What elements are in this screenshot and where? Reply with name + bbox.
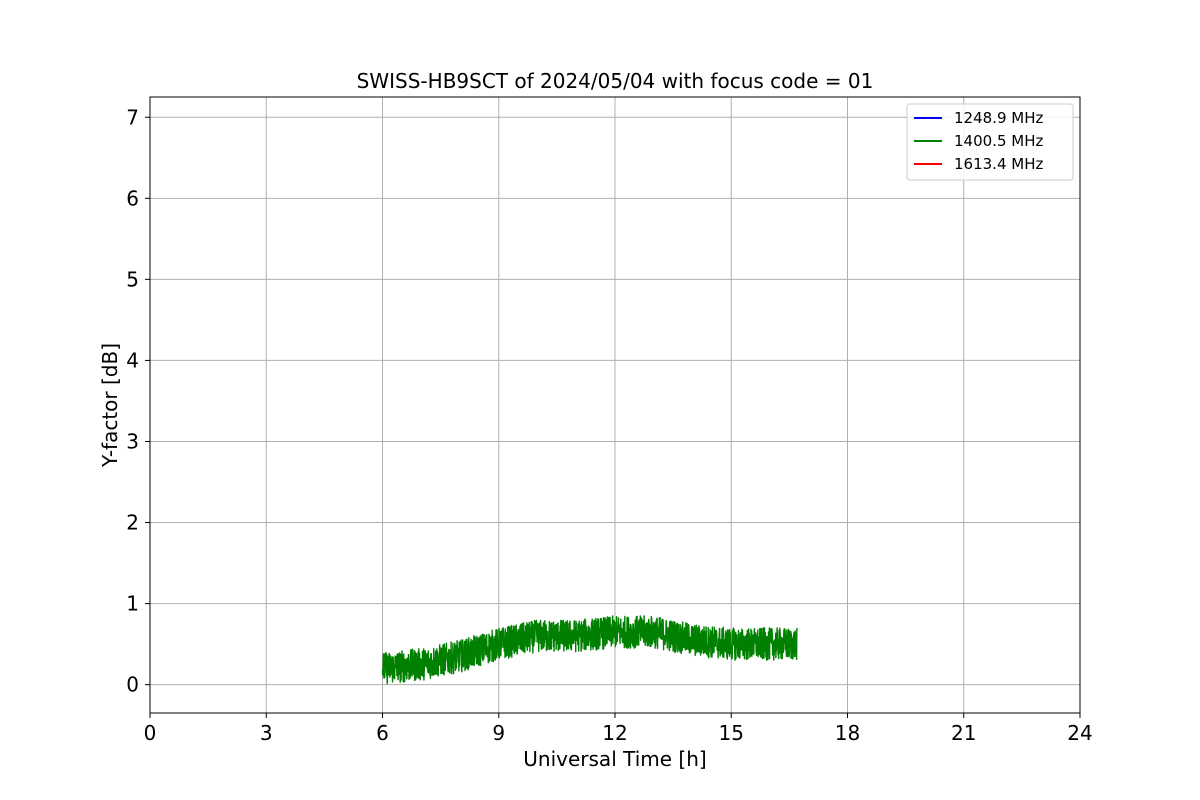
y-axis-ticks: 0 1 2 3 4 5 6 7	[126, 105, 150, 697]
chart-title: SWISS-HB9SCT of 2024/05/04 with focus co…	[357, 69, 874, 93]
legend-box	[906, 103, 1074, 181]
x-tick-label: 21	[951, 721, 976, 745]
x-tick-label: 18	[835, 721, 860, 745]
x-tick-label: 3	[260, 721, 273, 745]
y-tick-label: 1	[126, 592, 139, 616]
series-line	[381, 615, 798, 685]
x-tick-label: 24	[1067, 721, 1092, 745]
legend: 1248.9 MHz 1400.5 MHz 1613.4 MHz	[906, 103, 1074, 181]
y-tick-label: 5	[126, 267, 139, 291]
y-tick-label: 3	[126, 429, 139, 453]
x-axis-ticks: 0 3 6 9 12 15 18 21 24	[144, 713, 1093, 745]
legend-entry: 1613.4 MHz	[954, 155, 1043, 173]
x-tick-label: 6	[376, 721, 389, 745]
x-tick-label: 9	[492, 721, 505, 745]
legend-entry: 1248.9 MHz	[954, 109, 1043, 127]
y-tick-label: 0	[126, 673, 139, 697]
series-1	[381, 615, 798, 685]
y-tick-label: 4	[126, 348, 139, 372]
y-tick-label: 2	[126, 511, 139, 535]
x-tick-label: 12	[602, 721, 627, 745]
x-tick-label: 15	[719, 721, 744, 745]
legend-entry: 1400.5 MHz	[954, 132, 1043, 150]
series-layer	[381, 615, 798, 685]
grid	[149, 97, 1081, 713]
x-tick-label: 0	[144, 721, 157, 745]
y-tick-label: 6	[126, 186, 139, 210]
x-axis-label: Universal Time [h]	[523, 747, 706, 771]
y-axis-label: Y-factor [dB]	[98, 343, 122, 468]
y-tick-label: 7	[126, 105, 139, 129]
